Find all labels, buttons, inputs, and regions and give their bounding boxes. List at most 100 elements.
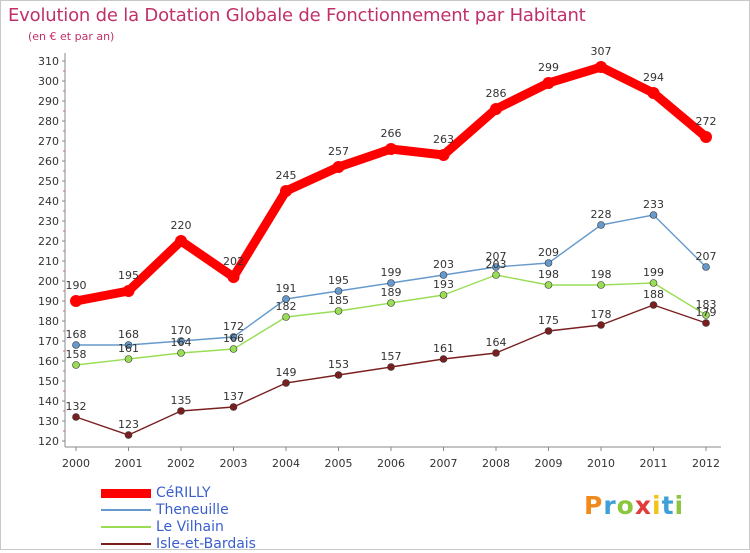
data-label: 202 [223, 255, 244, 268]
axes: 120 130 140 150 160 170 180 190 200 210 220 230 240 2… [38, 53, 721, 470]
data-label: 207 [696, 250, 717, 263]
data-point [492, 263, 500, 271]
data-label: 161 [118, 342, 139, 355]
data-label: 286 [486, 87, 507, 100]
data-point [122, 285, 135, 297]
data-label: 149 [276, 366, 297, 379]
data-point [72, 361, 80, 369]
data-point [437, 149, 450, 161]
data-label: 166 [223, 332, 244, 345]
data-point [597, 281, 605, 289]
data-label: 272 [696, 115, 717, 128]
y-tick-label: 150 [38, 375, 59, 388]
data-point [492, 271, 500, 279]
data-label: 182 [276, 300, 297, 313]
logo-letter: o [616, 491, 635, 520]
y-tick-label: 240 [38, 195, 59, 208]
data-point [124, 355, 133, 363]
x-tick-label: 2011 [640, 457, 668, 470]
data-point [702, 319, 710, 327]
data-point [229, 403, 238, 411]
data-point [175, 235, 187, 247]
legend-swatch [101, 543, 151, 545]
logo-letter: i [674, 491, 685, 520]
data-label: 183 [696, 298, 717, 311]
legend-label: Theneuille [156, 502, 229, 518]
data-point [334, 287, 343, 295]
logo-letter: P [584, 491, 604, 520]
data-point [332, 161, 345, 173]
data-point [385, 143, 397, 155]
legend-swatch [101, 488, 151, 498]
data-label: 123 [118, 418, 139, 431]
data-point [649, 301, 658, 309]
data-label: 193 [433, 278, 454, 291]
y-tick-label: 290 [38, 95, 59, 108]
x-tick-label: 2010 [587, 457, 615, 470]
data-label: 178 [591, 308, 612, 321]
logo-letter: r [603, 491, 617, 520]
data-label: 157 [381, 350, 402, 363]
data-label: 161 [433, 342, 454, 355]
data-label: 158 [66, 348, 87, 361]
data-point [439, 271, 448, 279]
data-label: 263 [433, 133, 454, 146]
data-point [282, 379, 290, 387]
y-tick-label: 220 [38, 235, 59, 248]
data-point [649, 211, 658, 219]
y-tick-label: 200 [38, 275, 59, 288]
x-tick-label: 2002 [167, 457, 195, 470]
y-tick-label: 210 [38, 255, 59, 268]
data-label: 170 [171, 324, 192, 337]
data-point [700, 131, 712, 143]
data-label: 228 [591, 208, 612, 221]
y-tick-label: 190 [38, 295, 59, 308]
data-label: 168 [118, 328, 139, 341]
data-point [542, 77, 555, 89]
data-label: 203 [433, 258, 454, 271]
proxiti-logo: Proxiti [584, 491, 684, 520]
y-tick-label: 310 [38, 55, 59, 68]
y-tick-label: 170 [38, 335, 59, 348]
x-tick-label: 2000 [62, 457, 90, 470]
data-label: 245 [276, 169, 297, 182]
data-point [70, 295, 82, 307]
data-point [387, 363, 395, 371]
data-point [72, 413, 80, 421]
data-label: 185 [328, 294, 349, 307]
data-label: 153 [328, 358, 349, 371]
data-point [177, 407, 185, 415]
data-point [597, 221, 605, 229]
data-label: 168 [66, 328, 87, 341]
data-label: 199 [381, 266, 402, 279]
logo-letter: x [634, 491, 652, 520]
x-tick-label: 2004 [272, 457, 300, 470]
y-tick-label: 230 [38, 215, 59, 228]
data-label: 207 [486, 250, 507, 263]
data-point [595, 61, 607, 73]
data-point [177, 337, 185, 345]
data-label: 299 [538, 61, 559, 74]
data-point [544, 327, 553, 335]
y-tick-label: 120 [38, 435, 59, 448]
legend-label: Le Vilhain [156, 519, 224, 535]
data-point [280, 185, 292, 197]
data-label: 135 [171, 394, 192, 407]
data-point [124, 431, 133, 439]
data-label: 209 [538, 246, 559, 259]
data-point [387, 299, 395, 307]
data-label: 203 [486, 258, 507, 271]
data-label: 233 [643, 198, 664, 211]
legend-label: Isle-et-Bardais [156, 536, 256, 552]
logo-letter: t [661, 491, 675, 520]
data-point [439, 291, 448, 299]
data-label: 132 [66, 400, 87, 413]
chart-title: Evolution de la Dotation Globale de Fonc… [8, 5, 586, 26]
data-point [702, 263, 710, 271]
data-point [649, 279, 658, 287]
y-tick-label: 250 [38, 175, 59, 188]
x-tick-label: 2003 [220, 457, 248, 470]
data-point [387, 279, 395, 287]
